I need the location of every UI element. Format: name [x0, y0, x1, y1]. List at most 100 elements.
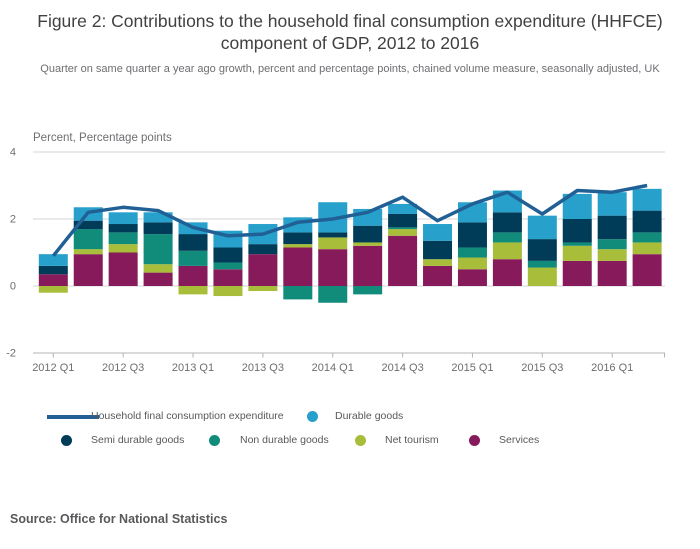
x-tick-label: 2015 Q1: [451, 362, 493, 374]
legend-swatch-durable-goods: [307, 411, 318, 422]
bar-segment-net_tourism: [457, 257, 487, 270]
legend-swatch-semi-durable-goods: [61, 435, 72, 446]
x-tick-label: 2013 Q1: [172, 362, 214, 374]
bar-segment-non_durable: [353, 286, 383, 295]
legend-swatch-non-durable-goods: [209, 435, 220, 446]
bar-segment-services: [353, 245, 383, 286]
bar-segment-semi_durable: [353, 225, 383, 243]
bar-segment-services: [178, 265, 208, 286]
bar-segment-net_tourism: [318, 237, 348, 250]
bar-segment-semi_durable: [283, 232, 313, 245]
bar-segment-semi_durable: [632, 210, 662, 233]
bar-segment-non_durable: [632, 232, 662, 243]
bar-segment-net_tourism: [562, 245, 592, 261]
bar-segment-durable: [108, 212, 138, 225]
bar-segment-services: [492, 259, 522, 286]
bar-segment-net_tourism: [108, 244, 138, 253]
legend-label-hhfce: Household final consumption expenditure: [91, 410, 284, 422]
bar-segment-services: [73, 254, 103, 286]
y-tick-label: 0: [10, 281, 16, 293]
bar-segment-net_tourism: [632, 242, 662, 255]
bar-segment-durable: [143, 212, 173, 223]
legend-label-net-tourism: Net tourism: [385, 434, 439, 446]
hhfce-line: [51, 183, 648, 257]
bar-segment-net_tourism: [213, 286, 243, 297]
legend-swatch-net-tourism: [355, 435, 366, 446]
bar-segment-services: [597, 260, 627, 286]
bar-segment-semi_durable: [527, 239, 557, 261]
bar-segment-services: [388, 235, 418, 286]
bar-segment-durable: [388, 203, 418, 214]
legend-swatch-services: [469, 435, 480, 446]
bar-segment-services: [562, 260, 592, 286]
bar-segment-services: [318, 249, 348, 286]
bar-segment-semi_durable: [597, 215, 627, 240]
x-tick-label: 2012 Q1: [32, 362, 74, 374]
bar-segment-semi_durable: [457, 222, 487, 248]
legend-label-semi-durable-goods: Semi durable goods: [91, 434, 185, 446]
bar-segment-semi_durable: [318, 232, 348, 238]
bar-segment-net_tourism: [143, 264, 173, 273]
bar-segment-durable: [632, 188, 662, 211]
x-tick-label: 2013 Q3: [242, 362, 284, 374]
bar-segment-net_tourism: [527, 267, 557, 286]
bar-segment-net_tourism: [73, 249, 103, 255]
bar-segment-non_durable: [492, 232, 522, 243]
bar-segment-semi_durable: [73, 220, 103, 230]
bar-segment-semi_durable: [178, 234, 208, 251]
bar-segment-non_durable: [213, 262, 243, 270]
bar-segment-durable: [423, 224, 453, 241]
bar-segment-services: [248, 254, 278, 286]
y-tick-label: 2: [10, 214, 16, 226]
bar-segment-net_tourism: [248, 286, 278, 292]
bar-segment-semi_durable: [38, 265, 68, 275]
bar-segment-net_tourism: [597, 249, 627, 261]
bar-segment-semi_durable: [213, 247, 243, 263]
x-tick-label: 2012 Q3: [102, 362, 144, 374]
bar-segment-services: [108, 252, 138, 286]
bar-segment-non_durable: [178, 250, 208, 266]
bar-segment-semi_durable: [248, 244, 278, 255]
bar-segment-services: [423, 265, 453, 286]
legend-label-services: Services: [499, 434, 540, 446]
bar-segment-services: [38, 274, 68, 286]
bar-segment-services: [283, 247, 313, 286]
legend-label-non-durable-goods: Non durable goods: [240, 434, 329, 446]
bar-segment-services: [632, 254, 662, 286]
bar-segment-non_durable: [73, 229, 103, 250]
y-tick-label: 4: [10, 147, 16, 159]
bar-segment-semi_durable: [388, 213, 418, 228]
bar-segment-non_durable: [597, 239, 627, 250]
bar-segment-non_durable: [388, 227, 418, 230]
legend-swatch-hhfce-line: [47, 415, 99, 419]
bar-segment-net_tourism: [38, 286, 68, 293]
bar-segment-non_durable: [283, 286, 313, 300]
bar-segment-services: [457, 269, 487, 286]
bar-segment-durable: [38, 254, 68, 266]
figure-title: Figure 2: Contributions to the household…: [37, 11, 663, 53]
bar-segment-non_durable: [457, 247, 487, 258]
bar-segment-semi_durable: [423, 240, 453, 260]
legend-label-durable-goods: Durable goods: [335, 410, 404, 422]
bar-segment-net_tourism: [423, 259, 453, 266]
source-note: Source: Office for National Statistics: [10, 512, 228, 526]
x-tick-label: 2015 Q3: [521, 362, 563, 374]
x-tick-label: 2016 Q1: [591, 362, 633, 374]
bar-segment-non_durable: [108, 232, 138, 245]
bar-segment-semi_durable: [562, 219, 592, 243]
bar-segment-non_durable: [527, 260, 557, 268]
y-tick-label: -2: [6, 348, 16, 360]
bar-segment-non_durable: [318, 286, 348, 303]
bar-segment-net_tourism: [283, 244, 313, 248]
bar-segment-durable: [597, 192, 627, 216]
axis-unit-label: Percent, Percentage points: [33, 132, 172, 144]
x-tick-label: 2014 Q1: [312, 362, 354, 374]
bar-segment-semi_durable: [492, 212, 522, 233]
bar-segment-net_tourism: [388, 229, 418, 236]
x-tick-label: 2014 Q3: [381, 362, 423, 374]
bar-segment-net_tourism: [353, 242, 383, 246]
bar-segment-semi_durable: [143, 222, 173, 235]
bar-segment-services: [213, 269, 243, 286]
chart-svg: 4 2 0 -2 2012 Q1 2012 Q3 2013 Q1 2013 Q3 2014 Q1…: [6, 147, 665, 374]
